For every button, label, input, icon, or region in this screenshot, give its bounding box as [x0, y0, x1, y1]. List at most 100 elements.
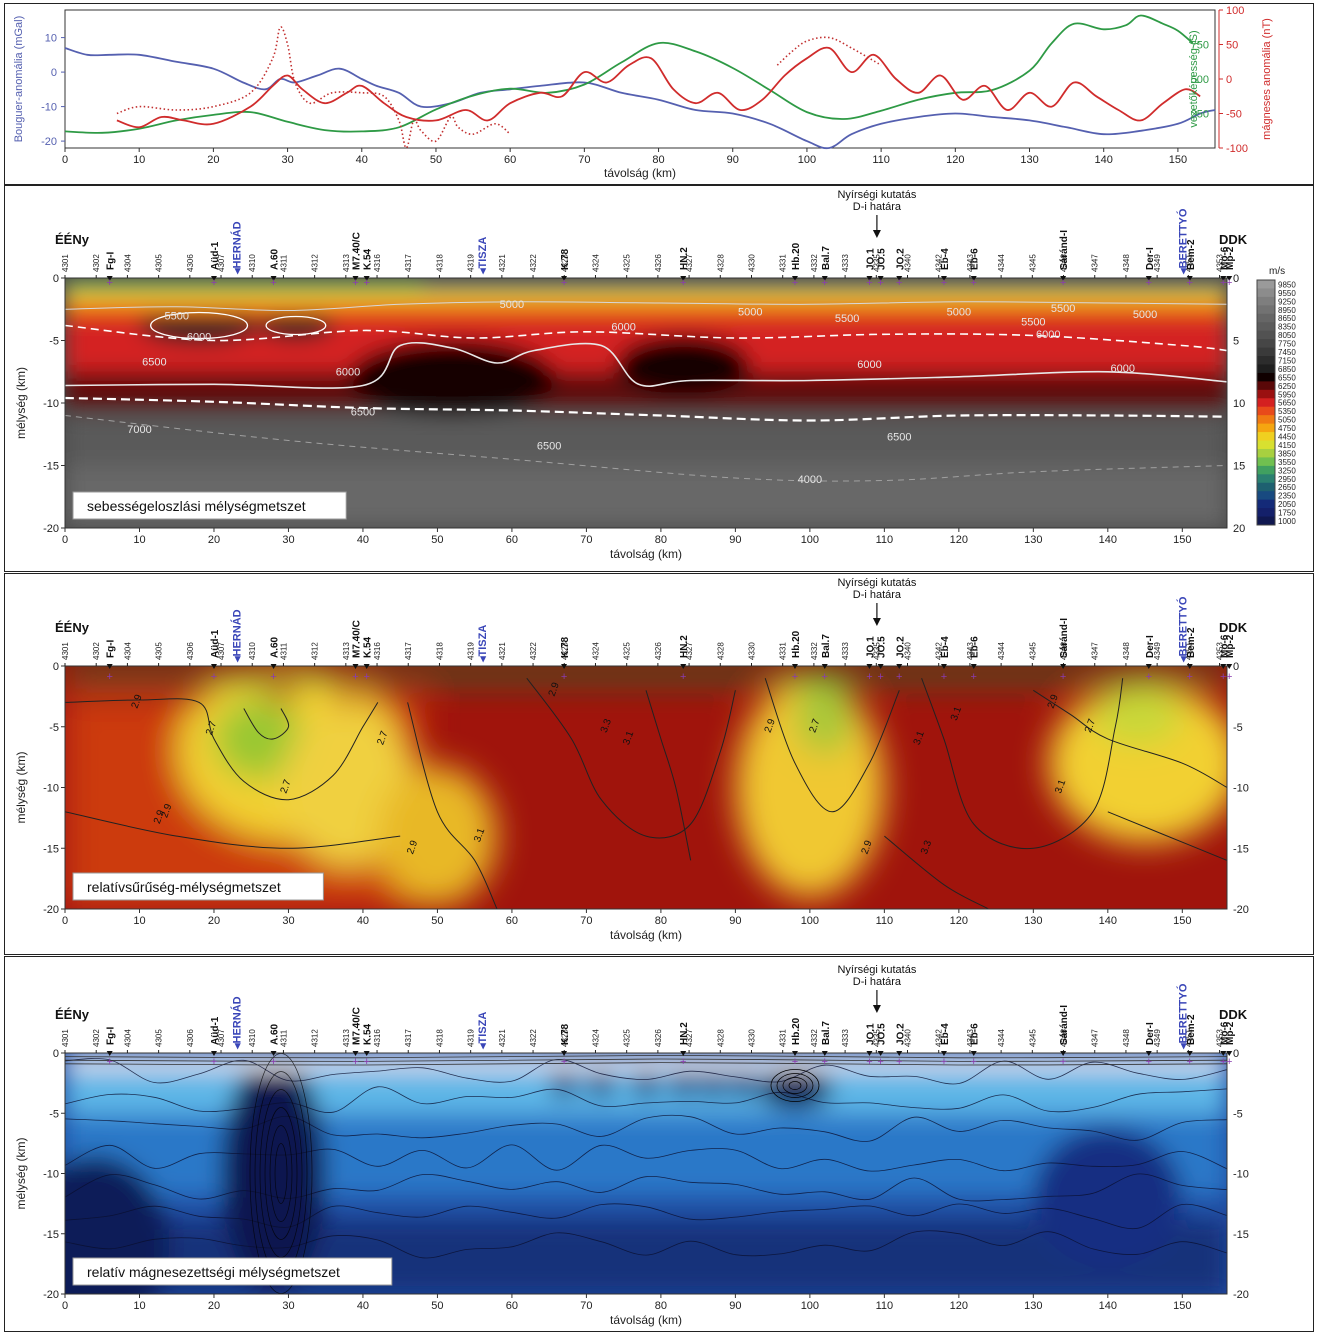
- well-label: JO.1: [865, 636, 876, 658]
- red-axis-title: mágneses anomália (nT): [1261, 18, 1273, 140]
- x-tick-label: 40: [356, 154, 368, 166]
- colorbar-swatch: [1257, 296, 1275, 306]
- colorbar-swatch: [1257, 280, 1275, 289]
- x-tick-label: 150: [1173, 915, 1191, 927]
- colorbar-label: 7750: [1278, 340, 1296, 349]
- contour-label: 5000: [947, 307, 971, 319]
- station-number: 4317: [404, 642, 413, 660]
- x-axis-title: távolság (km): [610, 547, 682, 561]
- dark-body-98: [757, 1069, 833, 1110]
- well-marker: [680, 1051, 687, 1056]
- x-tick-label: 110: [876, 1300, 894, 1312]
- colorbar-label: 4150: [1278, 441, 1296, 450]
- colorbar-label: 2950: [1278, 475, 1296, 484]
- station-number: 4305: [155, 254, 164, 272]
- station-number: 4322: [529, 642, 538, 660]
- station-number: 4322: [529, 1029, 538, 1047]
- contour-label: 5000: [500, 299, 524, 311]
- station-number: 4327: [685, 254, 694, 272]
- station-number: 4324: [591, 1029, 600, 1047]
- well-marker: [970, 276, 977, 281]
- x-tick-label: 20: [208, 1300, 220, 1312]
- well-cross-marker: +: [363, 1056, 369, 1068]
- contour-label: 5500: [164, 310, 188, 322]
- station-number: 4326: [654, 254, 663, 272]
- contour-label: 3.3: [919, 839, 934, 856]
- well-marker: [363, 664, 370, 669]
- station-number: 4301: [61, 1029, 70, 1047]
- x-tick-label: 150: [1173, 1300, 1191, 1312]
- x-tick-label: 60: [504, 154, 516, 166]
- red-tick-label: 100: [1226, 5, 1244, 17]
- station-number: 4330: [747, 1029, 756, 1047]
- colorbar-label: 8050: [1278, 331, 1296, 340]
- profile-curves-panel: 0 10 20 30 40 50 60 70 80 90 100 110 120 130 140 150 táv…: [4, 3, 1314, 185]
- well-label: Hb.20: [791, 1017, 802, 1045]
- station-number: 4321: [498, 1029, 507, 1047]
- x-tick-label: 50: [431, 534, 443, 546]
- station-number: 4351: [1184, 1029, 1193, 1047]
- well-label: Bal.7: [821, 1021, 832, 1045]
- station-number: 4340: [904, 1029, 913, 1047]
- profile-curves-chart: 0 10 20 30 40 50 60 70 80 90 100 110 120 130 140 150táv…: [13, 5, 1273, 180]
- x-tick-label: 10: [133, 915, 145, 927]
- colorbar-swatch: [1257, 440, 1275, 450]
- annotation-line-1: Nyírségi kutatás: [837, 964, 916, 976]
- contour-label: 2.9: [763, 717, 778, 734]
- well-cross-marker: +: [971, 1056, 977, 1068]
- well-cross-marker: +: [270, 671, 276, 683]
- contour-label: 2.7: [279, 778, 294, 795]
- yellow-deep: [377, 766, 498, 907]
- well-marker: [1226, 1051, 1233, 1056]
- colorbar-label: 1000: [1278, 517, 1296, 526]
- annotation-line-2: D-i határa: [853, 589, 902, 601]
- y-axis-title: mélység (km): [14, 1137, 28, 1209]
- well-cross-marker: +: [106, 1056, 112, 1068]
- x-tick-label: 50: [431, 915, 443, 927]
- well-label: Eb-4: [940, 248, 951, 270]
- station-number: 4331: [779, 1029, 788, 1047]
- contour-label: 6500: [142, 357, 166, 369]
- well-label: Mo-6: [1219, 634, 1230, 658]
- well-label: K.54: [363, 248, 374, 270]
- field-colour-bodies: [65, 1053, 1227, 1294]
- x-tick-label: 0: [62, 534, 68, 546]
- well-cross-marker: +: [680, 671, 686, 683]
- curves: [64, 14, 1216, 150]
- station-number: 4301: [61, 642, 70, 660]
- station-number: 4332: [810, 642, 819, 660]
- green-tick-label: 500: [1191, 74, 1209, 86]
- right-y-tick-label: -5: [1233, 1108, 1243, 1120]
- colorbar-label: 4750: [1278, 424, 1296, 433]
- station-number: 4313: [342, 1029, 351, 1047]
- well-cross-marker: +: [1220, 1056, 1226, 1068]
- column-contour: [274, 1143, 288, 1204]
- mag-contour: [65, 1173, 1227, 1202]
- x-tick-label: 10: [133, 1300, 145, 1312]
- y-tick-label: 0: [53, 1048, 59, 1060]
- station-number: 4346: [1060, 254, 1069, 272]
- column-contour: [264, 1107, 298, 1240]
- x-tick-label: 110: [872, 154, 890, 166]
- density-contour: [1107, 811, 1227, 861]
- well-marker: [270, 1051, 277, 1056]
- station-number: 4313: [342, 254, 351, 272]
- dark-spot-3: [671, 1068, 696, 1099]
- well-marker: [210, 1051, 217, 1056]
- annotation-arrow-head: [872, 1005, 881, 1013]
- x-tick-label: 10: [133, 154, 145, 166]
- velocity-section-chart: 5000550060006500700050005500600065006000…: [14, 189, 1296, 561]
- well-label: Der-I: [1145, 1022, 1156, 1045]
- well-marker: [1226, 664, 1233, 669]
- x-tick-label: 90: [729, 915, 741, 927]
- contour-label: 2.9: [405, 839, 420, 856]
- well-marker: [940, 276, 947, 281]
- well-cross-marker: +: [792, 671, 798, 683]
- body-contour: [782, 1077, 808, 1094]
- well-marker: [561, 1051, 568, 1056]
- station-number: 4304: [123, 254, 132, 272]
- annotation-line-1: Nyírségi kutatás: [837, 189, 916, 201]
- station-number: 4302: [92, 1029, 101, 1047]
- colorbar-unit: m/s: [1269, 266, 1285, 277]
- station-number: 4322: [529, 254, 538, 272]
